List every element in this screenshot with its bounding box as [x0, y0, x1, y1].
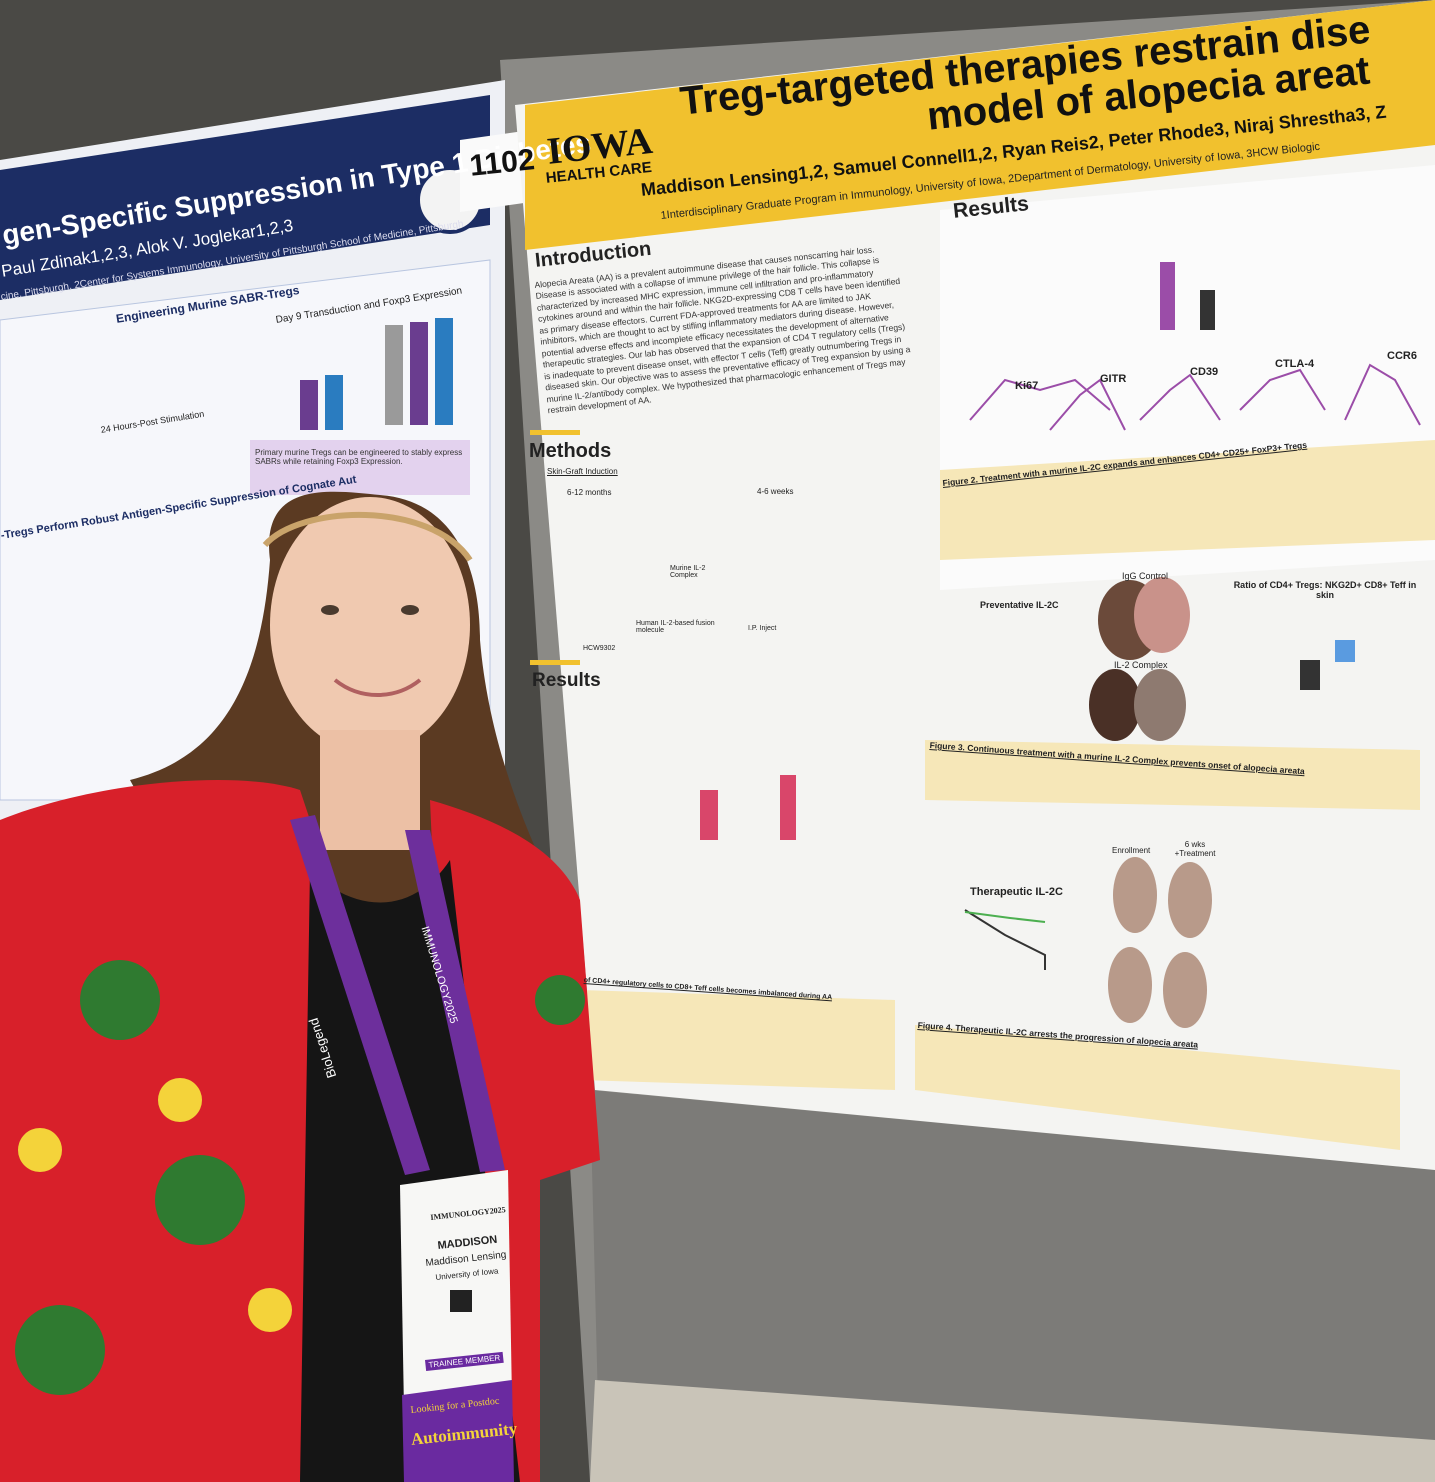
- mouse-photo: [1163, 952, 1207, 1028]
- mouse-photo: [1108, 947, 1152, 1023]
- method-label: HCW9302: [583, 645, 616, 652]
- chart-title: Ratio of CD4+ Tregs: NKG2D+ CD8+ Teff in…: [1233, 580, 1417, 600]
- method-label: Murine IL-2 Complex: [670, 565, 706, 579]
- bar: [700, 790, 718, 840]
- section-heading: Results: [532, 670, 601, 691]
- histogram: [1139, 373, 1221, 421]
- marker-label: Ki67: [1015, 380, 1039, 392]
- poster-number: 1102: [468, 143, 537, 183]
- histogram: [1049, 378, 1126, 431]
- marker-label: CTLA-4: [1275, 358, 1315, 370]
- flower-pattern: [248, 1288, 292, 1332]
- histogram: [1344, 363, 1421, 426]
- chart-title: Enrollment: [1112, 846, 1151, 855]
- divider: [530, 430, 580, 435]
- section-heading: Methods: [529, 440, 612, 462]
- fig4-caption-box: [915, 1025, 1400, 1150]
- chart-title: IgG Control: [1122, 571, 1169, 581]
- face: [270, 497, 470, 753]
- bar: [325, 375, 343, 430]
- left-poster-header: [0, 95, 490, 300]
- method-label: Human IL-2-based fusion molecule: [636, 620, 715, 634]
- neck: [320, 730, 420, 850]
- fig3-caption-box: [925, 740, 1420, 810]
- survival-line: [964, 911, 1046, 923]
- marker-label: CCR6: [1387, 350, 1417, 362]
- leaf-pattern: [80, 960, 160, 1040]
- bar: [385, 325, 403, 425]
- lanyard: [290, 815, 430, 1175]
- bar: [1335, 640, 1355, 662]
- method-label: 6-12 months: [567, 488, 612, 497]
- leaf-pattern: [15, 1305, 105, 1395]
- bar: [300, 380, 318, 430]
- mouse-photo: [1168, 862, 1212, 938]
- chart-title: Preventative IL-2C: [980, 600, 1059, 610]
- eye: [321, 605, 339, 615]
- survival-line: [964, 909, 1046, 970]
- divider: [530, 660, 580, 665]
- method-label: 4-6 weeks: [757, 487, 794, 496]
- bar: [435, 318, 453, 425]
- qr-code: [450, 1290, 472, 1312]
- chart-title: 6 wks +Treatment: [1174, 840, 1216, 858]
- flower-pattern: [18, 1128, 62, 1172]
- flower-pattern: [158, 1078, 202, 1122]
- fig1-caption-box: [580, 990, 895, 1090]
- fig2-caption-box: [940, 440, 1435, 560]
- method-label: I.P. Inject: [748, 625, 777, 632]
- leaf-pattern: [535, 975, 585, 1025]
- shirt: [0, 780, 330, 1482]
- mouse-photo: [1089, 669, 1141, 741]
- bar: [780, 775, 796, 840]
- right-poster-header: [525, 0, 1435, 250]
- mouse-photo: [1134, 577, 1190, 653]
- chart-title: IL-2 Complex: [1114, 660, 1168, 670]
- smile: [333, 678, 422, 697]
- fabric-panel: [590, 1090, 1435, 1482]
- chart-title: Therapeutic IL-2C: [970, 886, 1063, 898]
- bar: [1200, 290, 1215, 330]
- leaf-pattern: [155, 1155, 245, 1245]
- marker-label: CD39: [1190, 366, 1219, 378]
- headband: [262, 512, 473, 562]
- bar: [410, 322, 428, 425]
- lanyard: [405, 830, 505, 1172]
- histogram: [1239, 368, 1326, 411]
- bar: [1300, 660, 1320, 690]
- eye: [401, 605, 419, 615]
- bar: [1160, 262, 1175, 330]
- mouse-photo: [1113, 857, 1157, 933]
- floor: [590, 1380, 1435, 1482]
- marker-label: GITR: [1100, 373, 1127, 385]
- method-label: Skin-Graft Induction: [547, 467, 618, 476]
- note-box: [250, 440, 470, 495]
- mouse-photo: [1134, 669, 1186, 741]
- note: Primary murine Tregs can be engineered t…: [255, 448, 463, 466]
- badge-ribbon: [402, 1380, 514, 1482]
